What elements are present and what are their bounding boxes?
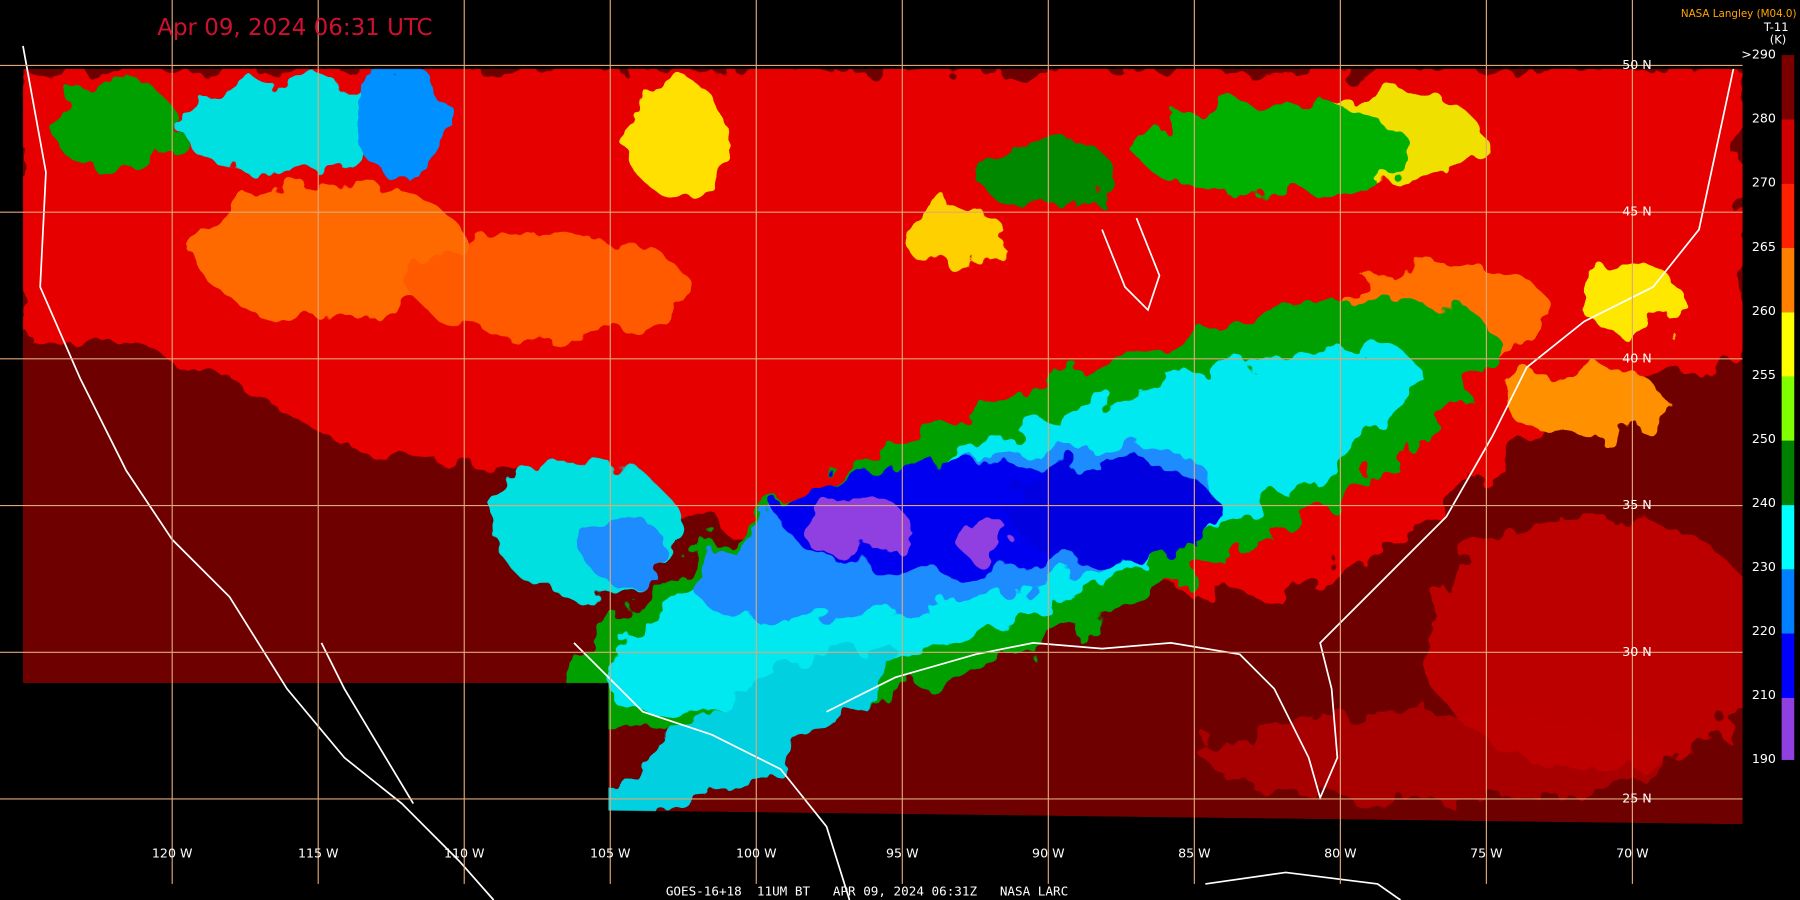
longitude-label: 120 W <box>152 846 193 861</box>
colorbar-label: 265 <box>1752 239 1776 254</box>
longitude-label: 115 W <box>298 846 339 861</box>
longitude-label: 85 W <box>1178 846 1211 861</box>
longitude-label: 90 W <box>1032 846 1065 861</box>
colorbar-label: 280 <box>1752 111 1776 126</box>
colorbar-label: >290 <box>1741 47 1776 62</box>
longitude-label: 100 W <box>736 846 777 861</box>
colorbar-label: 220 <box>1752 623 1776 638</box>
units: (K) <box>1770 33 1786 47</box>
latitude-label: 35 N <box>1622 497 1651 512</box>
coastlines <box>22 45 1735 900</box>
colorbar <box>1781 55 1795 760</box>
longitude-label: 95 W <box>886 846 919 861</box>
credit: NASA Langley (M04.0) <box>1681 8 1797 20</box>
longitude-label: 105 W <box>590 846 631 861</box>
latitude-label: 50 N <box>1622 57 1651 72</box>
footer: GOES-16+18 11UM BT APR 09, 2024 06:31Z N… <box>666 883 1068 898</box>
latitude-label: 45 N <box>1622 204 1651 219</box>
channel: T-11 <box>1763 20 1789 34</box>
latitude-label: 25 N <box>1622 790 1651 805</box>
timestamp: Apr 09, 2024 06:31 UTC <box>157 15 432 41</box>
colorbar-label: 190 <box>1752 751 1776 766</box>
colorbar-label: 255 <box>1752 367 1776 382</box>
longitude-label: 75 W <box>1470 846 1503 861</box>
colorbar-label: 270 <box>1752 175 1776 190</box>
colorbar-label: 260 <box>1752 303 1776 318</box>
imagery <box>22 68 1743 825</box>
longitude-label: 80 W <box>1324 846 1357 861</box>
colorbar-label: 210 <box>1752 687 1776 702</box>
colorbar-label: 250 <box>1752 431 1776 446</box>
longitude-label: 110 W <box>444 846 485 861</box>
colorbar-label: 240 <box>1752 495 1776 510</box>
colorbar-label: 230 <box>1752 559 1776 574</box>
latitude-label: 40 N <box>1622 350 1651 365</box>
longitude-label: 70 W <box>1616 846 1649 861</box>
graticule <box>0 0 1743 884</box>
latitude-label: 30 N <box>1622 644 1651 659</box>
